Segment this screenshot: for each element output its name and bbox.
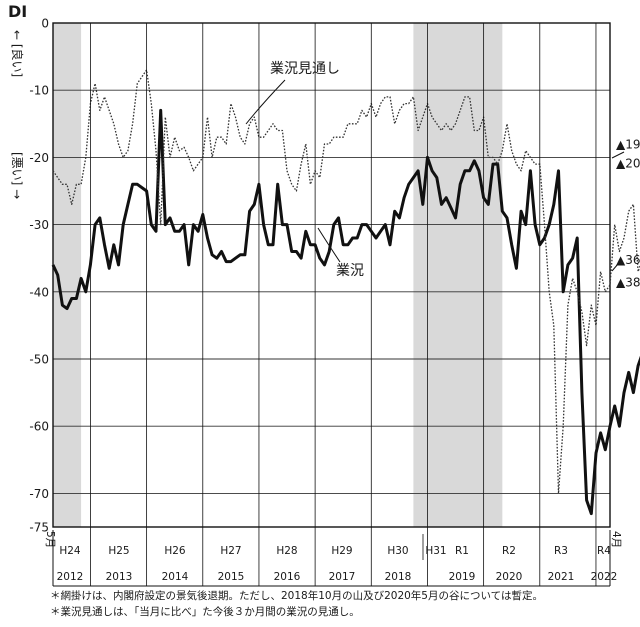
y-tick-label: -10 xyxy=(29,84,49,98)
y-tick-label: -70 xyxy=(29,487,49,501)
y-tick-label: -40 xyxy=(29,285,49,299)
period-year-label: 2016 xyxy=(274,571,301,583)
period-era-label: H26 xyxy=(164,545,186,557)
period-era-label: H25 xyxy=(108,545,129,557)
period-era-label: R3 xyxy=(554,545,568,557)
x-start-month-text: 5月 xyxy=(44,531,56,548)
series-label-outlook: 業況見通し xyxy=(270,61,340,77)
period-year-label: 2017 xyxy=(329,571,356,583)
leader-line-conditions xyxy=(317,227,341,263)
y-axis-bad-label: [悪い] → xyxy=(10,152,24,199)
plot-frame xyxy=(52,22,611,528)
period-year-label: 2018 xyxy=(385,571,412,583)
period-year-label: 2019 xyxy=(449,571,476,583)
y-tick-label: -50 xyxy=(29,353,49,367)
period-year-label: 2022 xyxy=(591,571,618,583)
end-value-label-19: ▲19 xyxy=(616,138,640,152)
period-era-label: H31 xyxy=(425,545,446,557)
note-outlook: ＊業況見通しは、「当月に比べ」た今後３か月間の業況の見通し。 xyxy=(50,606,360,618)
period-year-label: 2013 xyxy=(106,571,133,583)
period-era-label: R4 xyxy=(597,545,611,557)
period-era-label: H24 xyxy=(59,545,81,557)
x-end-month-text: 4月 xyxy=(610,531,622,548)
end-value-label-20: ▲20 xyxy=(616,156,640,170)
y-tick-label: -75 xyxy=(29,521,49,535)
end-value-label-38: ▲38 xyxy=(616,275,640,289)
note-shading: ＊網掛けは、内閣府設定の景気後退期。ただし、2018年10月の山及び2020年5… xyxy=(50,590,543,602)
period-era-label: H28 xyxy=(276,545,297,557)
recession-shade-1 xyxy=(413,23,503,527)
x-start-month-label: 5月 xyxy=(44,531,56,548)
series-line-0 xyxy=(51,108,640,516)
period-year-label: 2020 xyxy=(496,571,523,583)
period-era-label: H30 xyxy=(387,545,408,557)
period-year-label: 2015 xyxy=(218,571,245,583)
y-axis-bad-text: [悪い] → xyxy=(10,152,24,199)
series-label-conditions: 業況 xyxy=(336,263,364,279)
y-tick-label: -60 xyxy=(29,420,49,434)
period-year-label: 2014 xyxy=(162,571,189,583)
y-axis-title: DI xyxy=(8,2,27,21)
period-era-label: H27 xyxy=(220,545,241,557)
period-year-label: 2021 xyxy=(548,571,575,583)
y-tick-label: -20 xyxy=(29,151,49,165)
end-value-label-36: ▲36 xyxy=(616,253,640,267)
x-end-month-label: 4月 xyxy=(610,531,622,548)
end-arrow-outlook xyxy=(611,151,625,159)
period-year-label: 2012 xyxy=(57,571,84,583)
leader-line-outlook xyxy=(245,79,286,125)
y-axis-good-label: ← [良い] xyxy=(10,30,25,77)
period-era-label: R2 xyxy=(502,545,516,557)
end-arrow-conditions xyxy=(611,263,619,272)
y-axis-good-text: ← [良い] xyxy=(10,30,25,77)
period-era-label: R1 xyxy=(455,545,469,557)
period-era-label: H29 xyxy=(331,545,352,557)
series-line-1 xyxy=(52,69,640,495)
y-tick-label: 0 xyxy=(41,17,49,31)
y-tick-label: -30 xyxy=(29,218,49,232)
